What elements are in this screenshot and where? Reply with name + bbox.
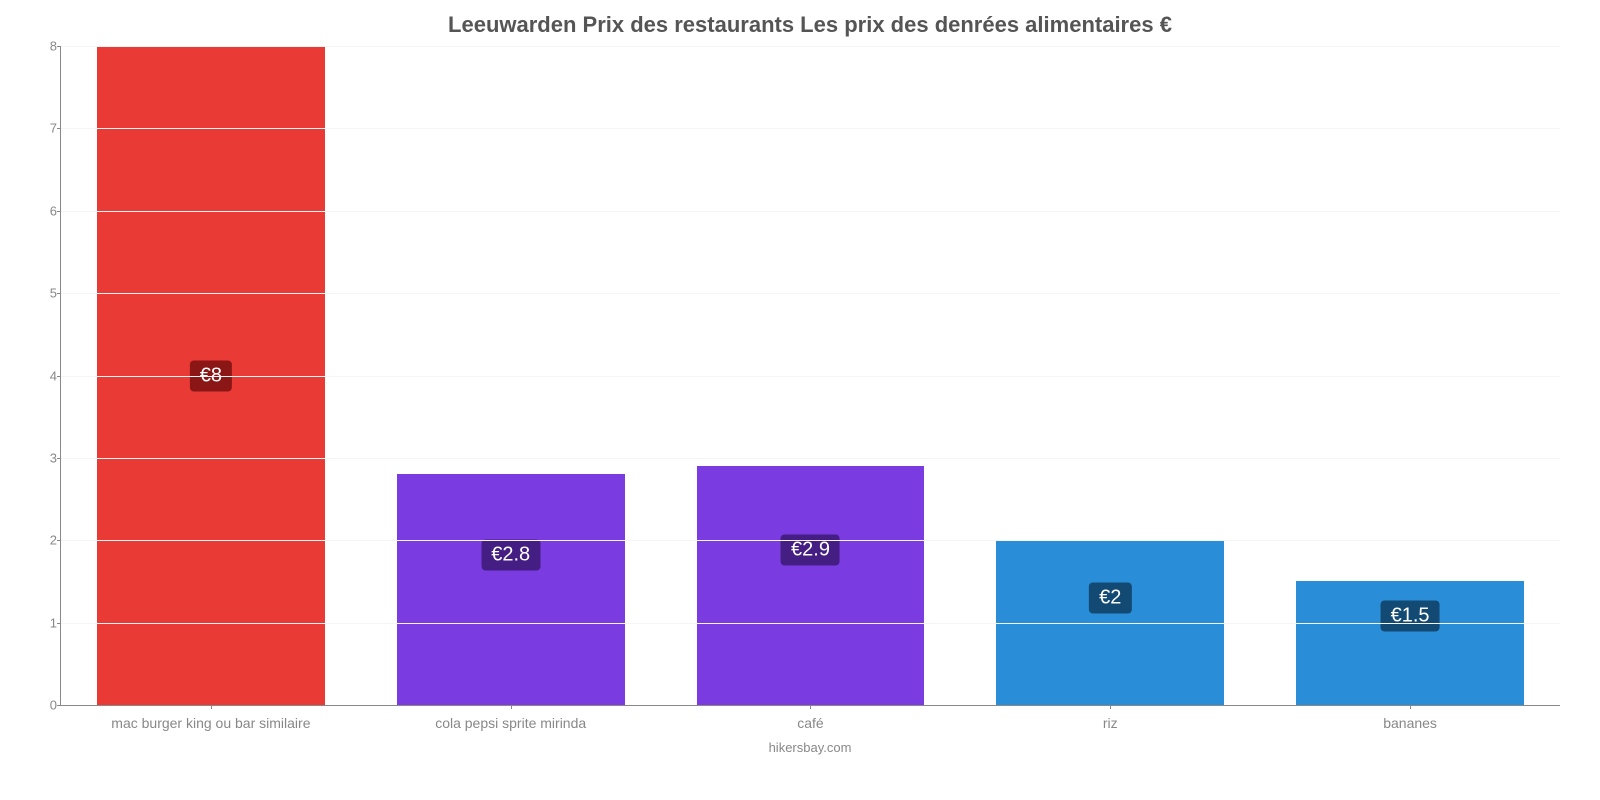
ytick-mark (57, 458, 61, 459)
ytick-mark (57, 211, 61, 212)
ytick-mark (57, 376, 61, 377)
gridline (61, 376, 1560, 377)
gridline (61, 540, 1560, 541)
xtick-mark (1410, 705, 1411, 709)
xtick-mark (1110, 705, 1111, 709)
ytick-mark (57, 623, 61, 624)
ytick-label: 3 (39, 450, 57, 465)
ytick-mark (57, 128, 61, 129)
bar-value-label: €1.5 (1381, 601, 1440, 632)
ytick-mark (57, 46, 61, 47)
ytick-label: 4 (39, 368, 57, 383)
ytick-mark (57, 705, 61, 706)
chart-container: Leeuwarden Prix des restaurants Les prix… (0, 0, 1600, 800)
ytick-label: 6 (39, 203, 57, 218)
ytick-mark (57, 540, 61, 541)
plot-area: €8mac burger king ou bar similaire€2.8co… (60, 46, 1560, 706)
chart-credit: hikersbay.com (60, 740, 1560, 755)
bar: €2.8 (397, 474, 625, 705)
ytick-label: 0 (39, 698, 57, 713)
ytick-label: 8 (39, 39, 57, 54)
chart-title: Leeuwarden Prix des restaurants Les prix… (60, 12, 1560, 38)
ytick-label: 1 (39, 615, 57, 630)
bar: €1.5 (1296, 581, 1524, 705)
xtick-mark (211, 705, 212, 709)
xtick-mark (810, 705, 811, 709)
gridline (61, 458, 1560, 459)
ytick-mark (57, 293, 61, 294)
ytick-label: 2 (39, 533, 57, 548)
xtick-label: café (797, 715, 823, 731)
xtick-mark (511, 705, 512, 709)
gridline (61, 211, 1560, 212)
gridline (61, 293, 1560, 294)
xtick-label: riz (1103, 715, 1118, 731)
gridline (61, 46, 1560, 47)
bar-value-label: €2.9 (781, 534, 840, 565)
ytick-label: 5 (39, 286, 57, 301)
xtick-label: cola pepsi sprite mirinda (435, 715, 586, 731)
bar: €2.9 (697, 466, 925, 705)
gridline (61, 128, 1560, 129)
bar-value-label: €2 (1089, 582, 1131, 613)
xtick-label: bananes (1383, 715, 1437, 731)
bar-value-label: €2.8 (481, 540, 540, 571)
ytick-label: 7 (39, 121, 57, 136)
xtick-label: mac burger king ou bar similaire (111, 715, 310, 731)
gridline (61, 623, 1560, 624)
